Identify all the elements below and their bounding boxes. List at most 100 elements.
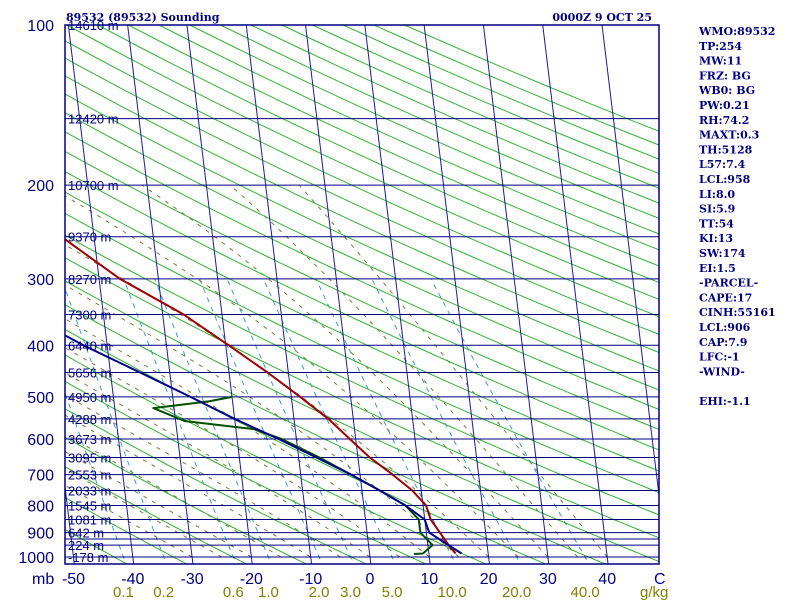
mixing-ratio-unit-label: g/kg [640,584,668,600]
height-labels: 14610 m 12420 m 10700 m 9370 m 8270 m 7300 m 6… [68,18,119,565]
dry-adiabat-410 [65,93,659,372]
pressure-tick-label: 300 [27,272,54,289]
height-label: 10700 m [68,178,119,193]
stability-index-item: MW:11 [699,55,742,68]
profile-line-2 [65,334,463,555]
stability-index-item: MAXT:0.3 [699,129,759,142]
height-label: 8270 m [68,272,111,287]
stability-index-item: CAP:7.9 [699,336,747,349]
height-label: 224 m [68,538,104,553]
stability-index-item: SW:174 [699,247,746,260]
stability-index-item: LI:8.0 [699,188,735,201]
dry-adiabats [65,25,659,564]
pressure-tick-label: 900 [27,526,54,543]
height-label: 3673 m [68,432,111,447]
dry-adiabat-290 [65,354,487,564]
isotherms [65,25,659,564]
temperature-tick-label: 20 [480,571,498,588]
pressure-tick-label: 500 [27,390,54,407]
dry-adiabat-460 [97,25,659,284]
stability-index-item: -WIND- [699,365,745,378]
stability-index-item: FRZ: BG [699,69,751,82]
profile-line-0 [65,238,457,555]
temperature-tick-label: -20 [240,571,263,588]
height-label: 642 m [68,526,104,541]
dry-adiabat-370 [65,170,659,451]
isotherm-30 [482,25,550,564]
mixing-ratio-tick-label: 2.0 [309,584,330,600]
pressure-tick-label: 200 [27,178,54,195]
pressure-unit-label: mb [32,571,54,588]
temperature-tick-label: -10 [299,571,322,588]
moist-adiabat--10 [65,414,311,558]
height-label: 3095 m [68,450,111,465]
isotherm-40 [542,25,609,564]
stability-index-item: LCL:958 [699,173,751,186]
isotherm-20 [423,25,490,564]
temperature-unit-label: C [654,571,666,588]
mixing-ratio-tick-label: 0.2 [153,584,174,600]
dry-adiabat-240 [65,496,188,564]
pressure-tick-label: 700 [27,468,54,485]
dry-adiabat-310 [65,304,607,564]
height-label: 5656 m [68,366,111,381]
stability-index-item: TT:54 [699,217,734,230]
moist-adiabat-0 [65,372,371,558]
isotherm--20 [186,25,253,564]
height-label: 6440 m [68,338,111,353]
stability-index-item: WB0: BG [698,84,755,97]
temperature-tick-label: 40 [598,571,616,588]
mixing-ratio-tick-label: 40.0 [571,584,600,600]
dry-adiabat-430 [65,57,659,335]
height-label: 1081 m [68,512,111,527]
dry-adiabat-270 [65,408,368,564]
pressure-tick-label: 600 [27,432,54,449]
isotherm-0 [305,25,372,564]
temperature-tick-label: -50 [62,571,85,588]
isotherm--30 [127,25,194,564]
stability-index-item: TH:5128 [699,143,753,156]
dry-adiabat-250 [65,466,248,564]
dry-adiabat-260 [65,436,308,564]
plot-frame [64,24,660,565]
stability-index-item: PW:0.21 [699,99,750,112]
pressure-axis: 100 200 300 400 500 600 700 800 900 1000 [18,18,54,567]
dry-adiabat-280 [65,380,428,564]
height-label: 12420 m [68,112,119,127]
dry-adiabat-480 [158,25,659,251]
chart-title-station: 89532 (89532) Sounding [66,11,220,24]
temperature-tick-label: 10 [420,571,438,588]
plot-lines [65,25,659,564]
isotherm-10 [364,25,431,564]
dry-adiabat-400 [65,112,659,391]
moist-adiabat--15 [65,433,282,558]
dry-adiabat-440 [65,40,659,318]
stability-index-item: EHI:-1.1 [699,395,751,408]
dry-adiabat-420 [65,75,659,354]
pressure-tick-label: 1000 [18,550,54,567]
stability-index-item: CAPE:17 [699,291,752,304]
mixing-ratio-tick-label: 3.0 [340,584,361,600]
dry-adiabat-340 [65,234,659,516]
temperature-tick-label: 0 [366,571,375,588]
temperature-tick-label: -40 [121,571,144,588]
height-label: 9370 m [68,230,111,245]
temperature-tick-label: 30 [539,571,557,588]
mixing-ratio-tick-label: 1.0 [258,584,279,600]
dry-adiabat-330 [65,257,659,539]
isotherm-50 [601,25,659,500]
dry-adiabat-230 [65,528,128,564]
stability-index-item: RH:74.2 [699,114,749,127]
temperature-axis: -50 -40 -30 -20 -10 0 10 20 30 40 [62,571,616,588]
stability-index-item: EI:1.5 [699,262,736,275]
height-label: 4288 m [68,412,111,427]
dry-adiabat-350 [65,212,659,494]
mixing-ratio-tick-label: 5.0 [382,584,403,600]
height-label: 2553 m [68,468,111,483]
dry-adiabat-360 [65,191,659,472]
height-label: 2033 m [68,484,111,499]
stability-index-item: TP:254 [699,40,742,53]
